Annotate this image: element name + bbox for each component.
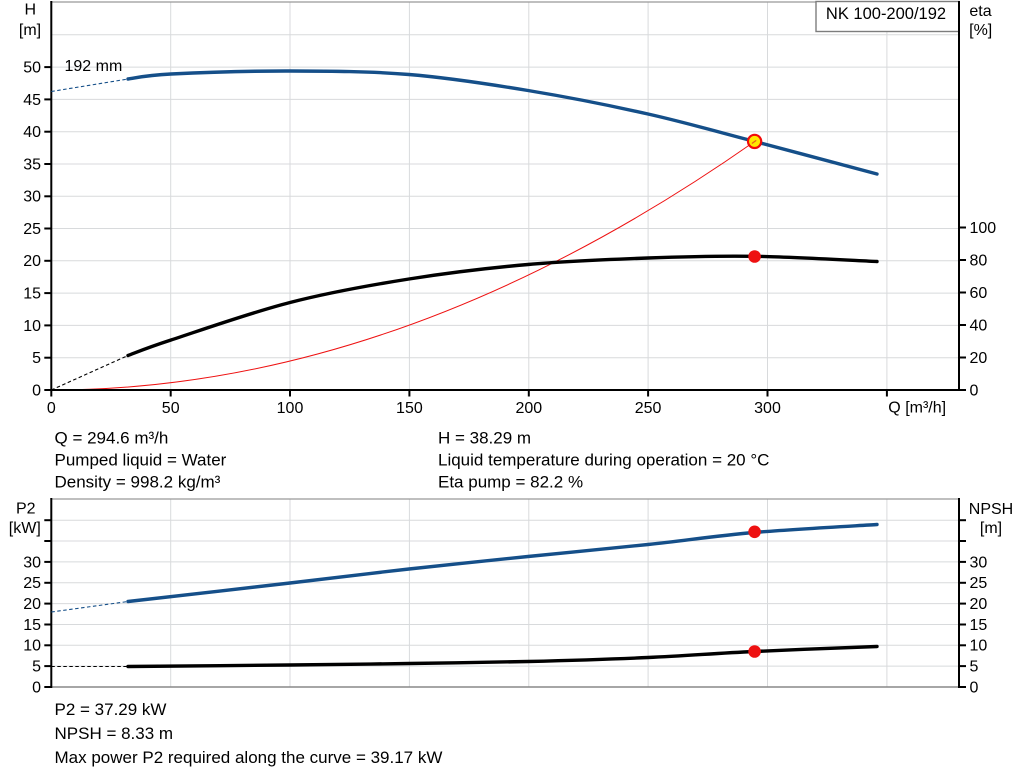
svg-text:15: 15 [23, 617, 41, 634]
svg-text:35: 35 [23, 156, 41, 173]
svg-text:Liquid temperature during oper: Liquid temperature during operation = 20… [438, 451, 769, 470]
svg-text:10: 10 [970, 638, 988, 655]
svg-text:20: 20 [970, 596, 988, 613]
svg-text:15: 15 [970, 617, 988, 634]
svg-text:5: 5 [32, 659, 41, 676]
svg-text:[m]: [m] [980, 520, 1002, 537]
svg-text:25: 25 [970, 575, 988, 592]
svg-text:30: 30 [23, 554, 41, 571]
svg-text:0: 0 [32, 382, 41, 399]
svg-text:NPSH: NPSH [969, 501, 1013, 518]
svg-text:300: 300 [754, 400, 781, 417]
svg-text:250: 250 [635, 400, 662, 417]
svg-text:40: 40 [970, 317, 988, 334]
svg-text:5: 5 [32, 350, 41, 367]
svg-text:0: 0 [47, 400, 56, 417]
svg-text:Eta pump = 82.2 %: Eta pump = 82.2 % [438, 473, 583, 492]
svg-text:20: 20 [23, 253, 41, 270]
svg-text:H: H [25, 2, 37, 19]
svg-text:Pumped liquid = Water: Pumped liquid = Water [55, 451, 227, 470]
svg-text:30: 30 [970, 554, 988, 571]
svg-text:50: 50 [162, 400, 180, 417]
svg-text:Q [m³/h]: Q [m³/h] [888, 400, 946, 417]
svg-text:[kW]: [kW] [9, 520, 41, 537]
svg-text:0: 0 [970, 382, 979, 399]
svg-text:Density = 998.2 kg/m³: Density = 998.2 kg/m³ [55, 473, 221, 492]
svg-text:25: 25 [23, 575, 41, 592]
svg-text:30: 30 [23, 189, 41, 206]
svg-text:80: 80 [970, 252, 988, 269]
svg-text:10: 10 [23, 318, 41, 335]
svg-text:15: 15 [23, 286, 41, 303]
svg-text:45: 45 [23, 92, 41, 109]
svg-text:[%]: [%] [969, 22, 992, 39]
svg-text:H = 38.29 m: H = 38.29 m [438, 429, 531, 448]
svg-text:150: 150 [396, 400, 423, 417]
svg-text:P2 = 37.29 kW: P2 = 37.29 kW [55, 700, 167, 719]
svg-text:[m]: [m] [19, 22, 41, 39]
svg-text:50: 50 [23, 60, 41, 77]
svg-text:20: 20 [970, 350, 988, 367]
svg-text:5: 5 [970, 659, 979, 676]
svg-text:Max power P2 required along th: Max power P2 required along the curve = … [55, 748, 443, 767]
svg-text:40: 40 [23, 124, 41, 141]
svg-text:100: 100 [277, 400, 304, 417]
svg-text:100: 100 [970, 220, 997, 237]
svg-text:60: 60 [970, 285, 988, 302]
svg-text:192 mm: 192 mm [65, 58, 123, 75]
svg-text:0: 0 [970, 679, 979, 696]
svg-text:25: 25 [23, 221, 41, 238]
svg-text:0: 0 [32, 679, 41, 696]
svg-text:Q = 294.6 m³/h: Q = 294.6 m³/h [55, 429, 169, 448]
svg-text:P2: P2 [16, 501, 36, 518]
svg-text:eta: eta [969, 3, 991, 20]
svg-text:20: 20 [23, 596, 41, 613]
svg-text:NPSH = 8.33 m: NPSH = 8.33 m [55, 724, 174, 743]
svg-text:10: 10 [23, 638, 41, 655]
svg-text:NK 100-200/192: NK 100-200/192 [826, 5, 946, 23]
svg-text:200: 200 [515, 400, 542, 417]
